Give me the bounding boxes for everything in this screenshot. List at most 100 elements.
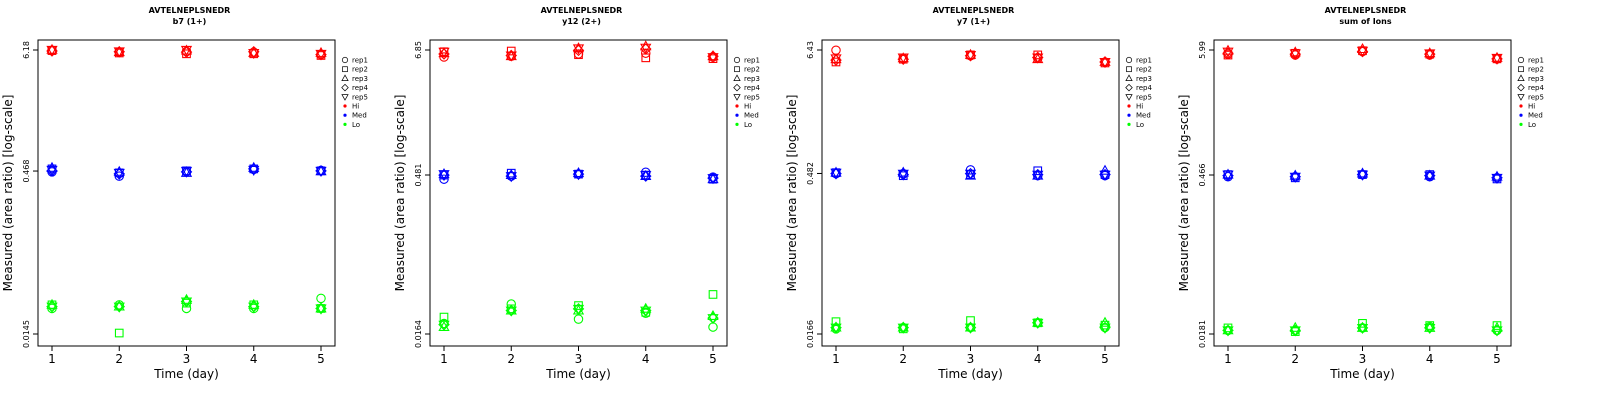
- plot-frame: [1213, 39, 1512, 347]
- legend-symbol: [1517, 94, 1525, 101]
- data-point: [572, 170, 585, 181]
- data-point: [438, 47, 450, 58]
- x-tick-label: 4: [1034, 352, 1042, 366]
- data-point: [315, 49, 327, 60]
- data-point: [897, 53, 909, 64]
- x-tick-label: 2: [1291, 352, 1299, 366]
- legend-color-dot: [343, 104, 347, 108]
- legend-label: Med: [1136, 112, 1151, 120]
- legend-label: rep4: [744, 84, 760, 92]
- x-tick-label: 3: [575, 352, 583, 366]
- legend-color-dot: [735, 113, 739, 117]
- legend-label: rep2: [744, 66, 760, 74]
- legend-color-dot: [343, 113, 347, 117]
- legend-symbol: [733, 74, 741, 81]
- legend-color-dot: [1127, 122, 1131, 126]
- data-point: [1424, 321, 1436, 332]
- x-tick-label: 4: [642, 352, 650, 366]
- data-point: [505, 304, 517, 315]
- data-point: [505, 306, 517, 317]
- legend-label: rep2: [352, 66, 368, 74]
- y-tick-label: 0.466: [1198, 164, 1207, 187]
- legend-symbol: [341, 94, 349, 101]
- legend-color-dot: [1519, 113, 1523, 117]
- data-point: [1358, 318, 1367, 328]
- legend-symbol: [733, 94, 741, 101]
- data-point: [573, 314, 584, 324]
- data-point: [1356, 321, 1369, 332]
- data-point: [830, 166, 842, 177]
- data-point: [180, 166, 193, 177]
- data-point: [640, 43, 652, 54]
- data-point: [708, 290, 718, 299]
- data-point: [180, 45, 193, 56]
- data-point: [438, 168, 450, 179]
- data-point: [572, 304, 585, 315]
- data-point: [830, 323, 842, 334]
- data-point: [46, 161, 58, 172]
- data-point: [46, 302, 58, 313]
- data-point: [1099, 316, 1111, 327]
- data-point: [1289, 326, 1301, 337]
- x-tick-label: 1: [440, 352, 448, 366]
- data-point: [248, 302, 260, 313]
- chart-panel: AVTELNEPLSNEDR y7 (1+) 1 2 3 4 5 0.0166 0.482 6.4…: [785, 6, 1152, 381]
- legend-label: Med: [1528, 112, 1543, 120]
- chart-title: AVTELNEPLSNEDR: [541, 6, 623, 15]
- data-point: [1099, 55, 1111, 66]
- data-point: [1356, 167, 1369, 178]
- legend-label: rep1: [352, 57, 368, 65]
- data-point: [831, 317, 841, 327]
- y-tick-label: 0.0166: [806, 320, 815, 348]
- data-point: [316, 293, 326, 304]
- legend-symbol: [733, 56, 741, 64]
- data-point: [113, 47, 125, 58]
- legend-symbol: [734, 66, 740, 73]
- x-tick-label: 5: [709, 352, 717, 366]
- data-point: [1222, 168, 1234, 179]
- data-point: [1289, 172, 1301, 183]
- data-point: [506, 46, 516, 56]
- data-point: [707, 314, 719, 325]
- data-point: [1492, 321, 1502, 330]
- legend-label: Hi: [1528, 103, 1535, 111]
- data-point: [1491, 173, 1503, 184]
- data-point: [1424, 47, 1436, 58]
- chart-panel: AVTELNEPLSNEDR b7 (1+) 1 2 3 4 5 0.0145 0.468 6.1…: [1, 6, 368, 381]
- y-tick-label: 5.99: [1198, 41, 1207, 59]
- y-tick-label: 0.0164: [414, 320, 423, 348]
- legend-label: Med: [744, 112, 759, 120]
- y-axis-label: Measured (area ratio) [log-scale]: [393, 95, 407, 292]
- data-point: [1032, 170, 1044, 181]
- x-tick-label: 3: [183, 352, 191, 366]
- data-point: [46, 45, 58, 56]
- legend-label: rep4: [352, 84, 368, 92]
- data-point: [181, 303, 192, 314]
- data-point: [1424, 323, 1436, 335]
- data-point: [1424, 171, 1436, 182]
- data-point: [1032, 53, 1044, 64]
- data-point: [1032, 316, 1044, 327]
- data-point: [964, 50, 977, 62]
- legend-label: rep3: [744, 75, 760, 83]
- data-point: [574, 50, 583, 60]
- x-tick-label: 5: [1493, 352, 1501, 366]
- legend-label: rep3: [352, 75, 368, 83]
- legend-label: rep3: [1528, 75, 1544, 83]
- legend-label: Hi: [352, 103, 359, 111]
- legend-symbol: [1125, 56, 1133, 64]
- data-point: [572, 44, 585, 55]
- legend-symbol: [1125, 83, 1133, 92]
- legend-label: rep5: [352, 93, 368, 101]
- data-point: [113, 300, 125, 311]
- legend-label: rep5: [744, 93, 760, 101]
- legend-symbol: [1518, 66, 1524, 73]
- data-point: [1491, 53, 1503, 64]
- data-point: [113, 168, 125, 180]
- legend-symbol: [1517, 74, 1525, 81]
- data-point: [640, 171, 652, 182]
- chart-subtitle: y7 (1+): [957, 17, 990, 26]
- data-point: [505, 168, 517, 180]
- legend-symbol: [341, 74, 349, 81]
